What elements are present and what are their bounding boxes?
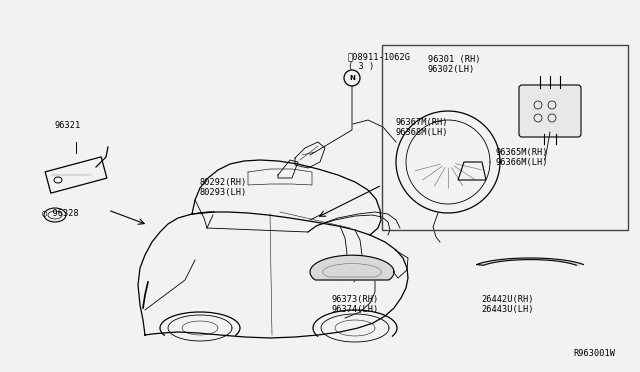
Bar [382,45,628,230]
Text: 26442U(RH)
26443U(LH): 26442U(RH) 26443U(LH) [482,295,534,314]
Text: 96321: 96321 [55,121,81,130]
Text: N: N [349,75,355,81]
Text: 96301 (RH)
96302(LH): 96301 (RH) 96302(LH) [428,55,481,74]
Polygon shape [477,258,584,265]
Text: 96367M(RH)
96368M(LH): 96367M(RH) 96368M(LH) [396,118,449,137]
Text: ⓝ08911-1062G
( 3 ): ⓝ08911-1062G ( 3 ) [348,52,411,71]
Text: 96373(RH)
96374(LH): 96373(RH) 96374(LH) [332,295,379,314]
Text: 80292(RH)
80293(LH): 80292(RH) 80293(LH) [200,178,247,198]
FancyBboxPatch shape [519,85,581,137]
Text: ○ 96328: ○ 96328 [42,208,79,218]
Text: R963001W: R963001W [573,349,615,358]
Text: 96365M(RH)
96366M(LH): 96365M(RH) 96366M(LH) [495,148,547,167]
Polygon shape [310,255,394,280]
